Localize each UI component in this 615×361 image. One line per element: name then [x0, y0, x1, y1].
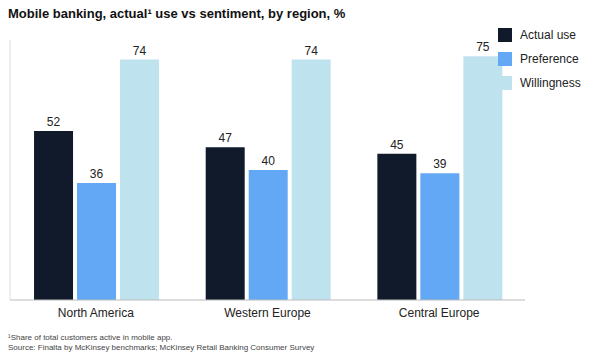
svg-text:47: 47	[219, 131, 233, 145]
svg-text:45: 45	[390, 138, 404, 152]
html-text:Preference: Preference	[520, 52, 579, 66]
html-text:Mobile banking, actual¹ use vs: Mobile banking, actual¹ use vs sentiment…	[8, 6, 346, 21]
html-text:Source: Finalta by McKinsey be: Source: Finalta by McKinsey benchmarks; …	[8, 343, 315, 352]
svg-text:75: 75	[476, 40, 490, 54]
svg-text:74: 74	[305, 44, 319, 58]
svg-text:Western Europe: Western Europe	[224, 306, 311, 320]
svg-text:40: 40	[262, 154, 276, 168]
svg-text:36: 36	[90, 167, 104, 181]
html-text:¹Share of total customers acti: ¹Share of total customers active in mobi…	[8, 333, 173, 342]
html-text:Willingness: Willingness	[520, 76, 581, 90]
html-text:Actual use: Actual use	[520, 28, 576, 42]
svg-text:Central Europe: Central Europe	[399, 306, 480, 320]
svg-text:74: 74	[133, 44, 147, 58]
svg-text:39: 39	[433, 157, 447, 171]
svg-text:North America: North America	[58, 306, 134, 320]
svg-text:52: 52	[47, 115, 61, 129]
